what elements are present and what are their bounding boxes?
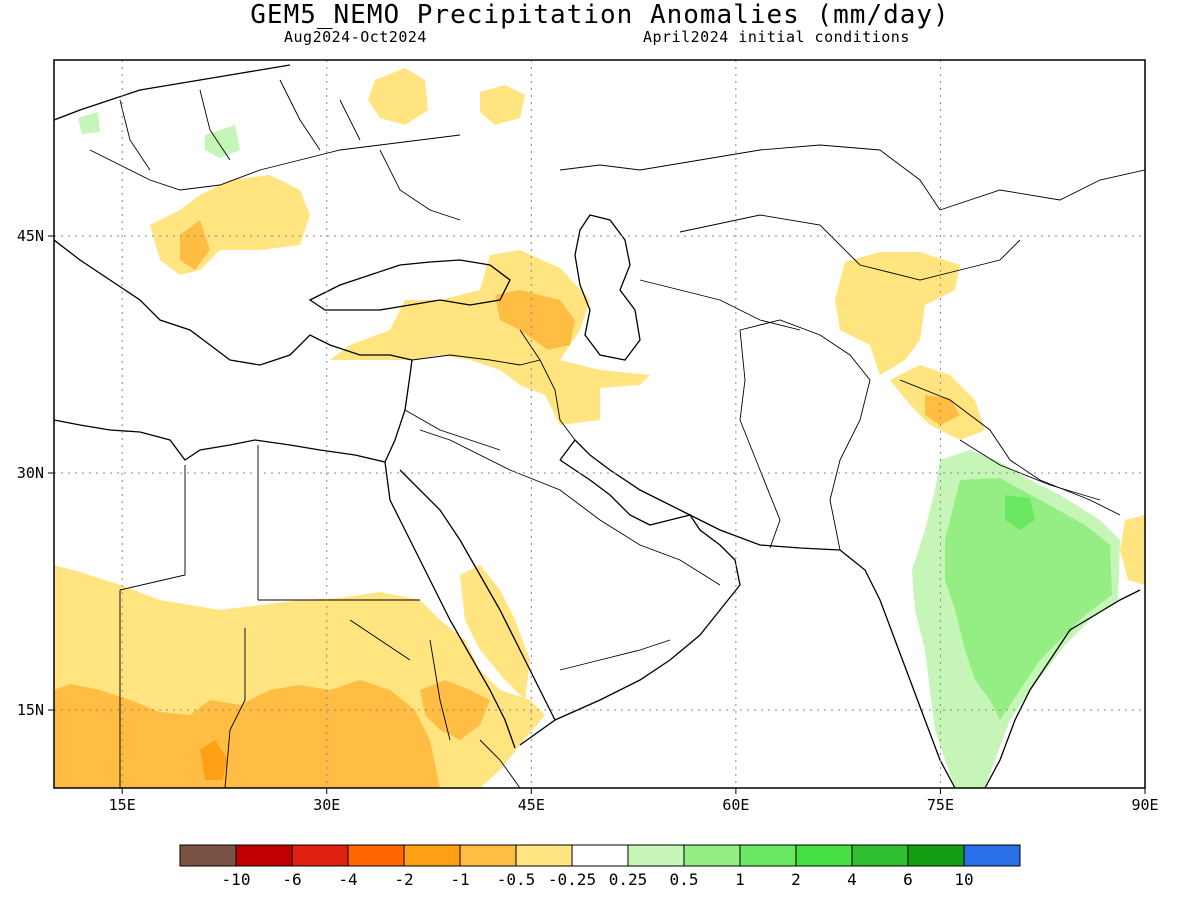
anomaly-region-balkans-dry-2 <box>180 220 210 270</box>
colorbar-swatch <box>571 844 629 867</box>
colorbar-label: 0.5 <box>670 870 699 889</box>
border-yemen-oman <box>559 639 671 671</box>
x-axis: 15E 30E 45E 60E 75E 90E <box>109 788 1159 814</box>
colorbar-label: -0.5 <box>497 870 536 889</box>
border-nepal <box>959 439 1101 501</box>
colorbar-swatch <box>907 844 965 867</box>
coast-med-north <box>54 239 413 366</box>
colorbar-label: -2 <box>394 870 413 889</box>
x-tick-label: 15E <box>109 796 136 814</box>
y-axis: 15N 30N 45N <box>17 227 54 719</box>
colorbar-swatch <box>963 844 1021 867</box>
x-tick-label: 45E <box>518 796 545 814</box>
coast-iran <box>559 439 841 551</box>
colorbar-swatch <box>179 844 237 867</box>
coastlines <box>54 64 1141 788</box>
colorbar-label: -10 <box>222 870 251 889</box>
anomaly-region-poland-wet <box>205 125 240 158</box>
coast-black-sea <box>308 259 511 311</box>
colorbar-label: 6 <box>903 870 913 889</box>
colorbar-label: 10 <box>954 870 973 889</box>
y-tick-label: 45N <box>17 227 44 245</box>
border-east-africa <box>349 619 521 788</box>
border-libya-egypt <box>119 445 420 788</box>
border-iran-afghan <box>739 329 781 549</box>
anomaly-region-baltic-wet <box>78 112 100 134</box>
y-tick-label: 15N <box>17 701 44 719</box>
coast-north-africa <box>54 419 386 463</box>
period-label: Aug2024-Oct2024 <box>284 28 427 46</box>
border-kazakh <box>679 214 1021 281</box>
map-frame <box>53 59 1146 789</box>
colorbar-label: 1 <box>735 870 745 889</box>
border-jordan-iraq <box>404 409 501 451</box>
graticule <box>54 60 1145 788</box>
colorbar-swatch <box>347 844 405 867</box>
coast-india <box>839 549 1141 788</box>
colorbar-swatch <box>795 844 853 867</box>
anomaly-region-bengal-dry <box>1120 515 1145 585</box>
border-china-india <box>899 379 1121 516</box>
colorbar-swatch <box>739 844 797 867</box>
border-uzbek <box>639 279 801 331</box>
x-tick-label: 90E <box>1131 796 1158 814</box>
political-borders <box>89 79 1145 788</box>
anomaly-region-caucasus-dry <box>330 250 650 425</box>
border-chad-sudan <box>224 628 246 788</box>
anomaly-field <box>54 68 1145 788</box>
anomaly-region-central-asia-dry <box>835 252 960 375</box>
colorbar-label: -4 <box>338 870 357 889</box>
y-tick-label: 30N <box>17 464 44 482</box>
initial-conditions-label: April2024 initial conditions <box>643 28 910 46</box>
colorbar: -10 -6 -4 -2 -1 -0.5 -0.25 0.25 0.5 1 2 4 6 10 <box>179 844 1021 889</box>
colorbar-swatch <box>683 844 741 867</box>
anomaly-region-sahel-dry-3 <box>200 740 228 780</box>
coast-arabia <box>554 459 741 721</box>
colorbar-label: -1 <box>450 870 469 889</box>
colorbar-swatch <box>515 844 573 867</box>
border-saudi <box>449 439 721 586</box>
anomaly-region-sahel-dry-2 <box>54 680 440 788</box>
anomaly-region-russia-dry <box>480 85 525 125</box>
border-turkey-syria <box>411 354 541 366</box>
border-russia-kazakh <box>559 144 941 211</box>
colorbar-swatch <box>459 844 517 867</box>
coast-caspian <box>574 214 641 361</box>
anomaly-region-balkans-dry <box>150 175 310 275</box>
x-tick-label: 30E <box>313 796 340 814</box>
colorbar-label: 4 <box>847 870 857 889</box>
colorbar-label: 2 <box>791 870 801 889</box>
border-mongolia <box>939 169 1145 211</box>
colorbar-swatch <box>235 844 293 867</box>
x-tick-label: 60E <box>722 796 749 814</box>
colorbar-swatch <box>851 844 909 867</box>
map-title: GEM5_NEMO Precipitation Anomalies (mm/da… <box>250 0 950 30</box>
anomaly-region-caucasus-dry-2 <box>495 290 575 350</box>
border-afghan-pakistan <box>739 319 871 551</box>
colorbar-label: -0.25 <box>548 870 596 889</box>
colorbar-swatch <box>627 844 685 867</box>
border-algeria-libya <box>119 465 186 591</box>
border-iraq-iran <box>519 329 576 441</box>
colorbar-swatch <box>291 844 349 867</box>
colorbar-label: -6 <box>282 870 301 889</box>
colorbar-label: 0.25 <box>609 870 648 889</box>
coast-baltic <box>54 64 291 121</box>
colorbar-swatch <box>403 844 461 867</box>
x-tick-label: 75E <box>927 796 954 814</box>
border-europe-2 <box>119 79 461 221</box>
anomaly-region-india-wet-2 <box>945 478 1112 720</box>
anomaly-region-himalaya-dry-2 <box>925 395 960 425</box>
anomaly-region-arabia-dry <box>460 565 530 700</box>
anomaly-region-india-wet-3 <box>1005 495 1035 530</box>
anomaly-region-baltic-dry <box>368 68 428 125</box>
border-europe-1 <box>89 134 461 191</box>
